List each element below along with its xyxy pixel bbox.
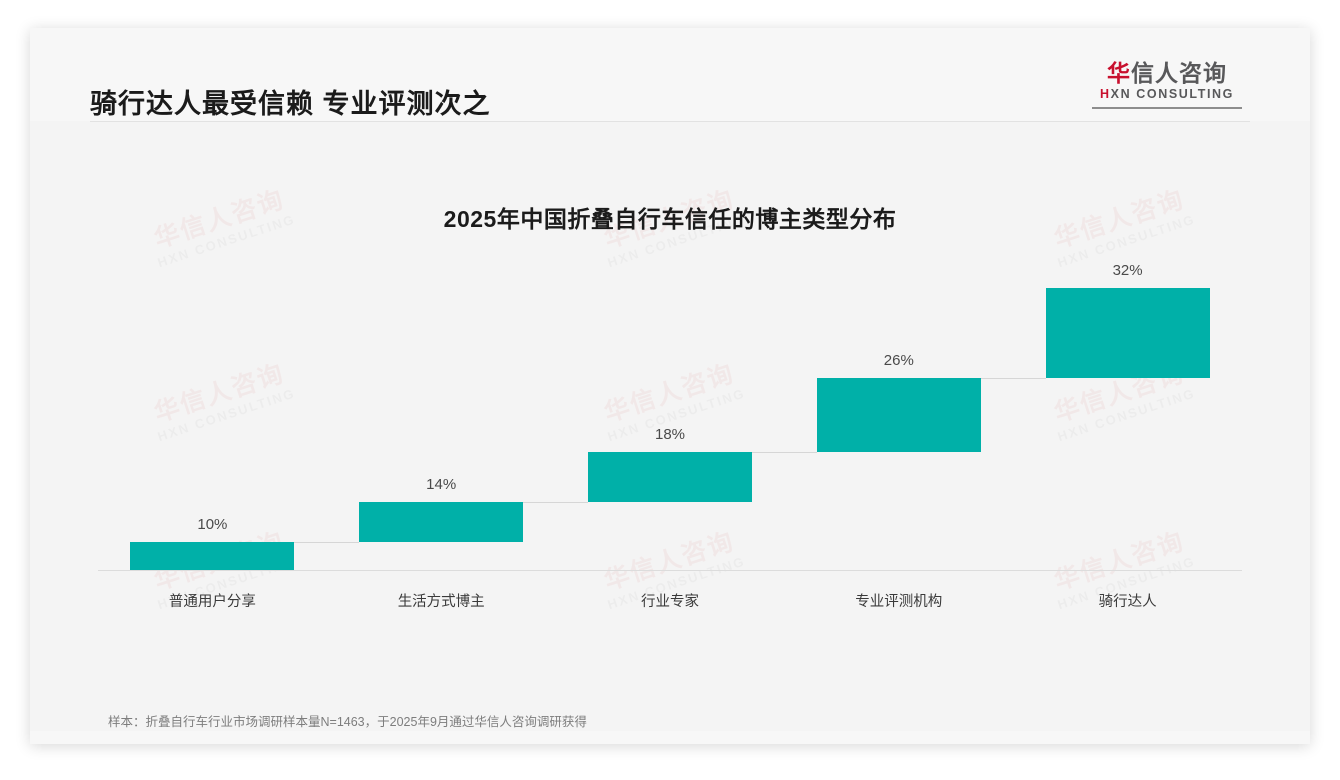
brand-logo-english: HXN CONSULTING — [1092, 86, 1242, 104]
x-axis-label-1: 普通用户分享 — [168, 594, 256, 610]
brand-logo-en-rest: XN CONSULTING — [1110, 87, 1234, 102]
waterfall-connector-1 — [294, 542, 359, 543]
bar-value-label-3: 18% — [654, 426, 686, 443]
bar-1[interactable] — [130, 542, 294, 570]
brand-logo: 华信人咨询 HXN CONSULTING — [1092, 60, 1242, 109]
bar-value-label-5: 32% — [1112, 262, 1143, 279]
slide-canvas: 骑行达人最受信赖 专业评测次之 华信人咨询 HXN CONSULTING 华信人… — [30, 28, 1310, 744]
slide-footer: ©2025.11 HXR华信人咨询 www.hxrcon.com — [30, 731, 1310, 744]
chart-footnote: 样本：折叠自行车行业市场调研样本量N=1463，于2025年9月通过华信人咨询调… — [108, 715, 587, 729]
brand-logo-rest: 信人咨询 — [1131, 60, 1227, 86]
bar-3[interactable] — [588, 452, 752, 502]
bar-4[interactable] — [817, 378, 981, 452]
x-axis-label-5: 骑行达人 — [1098, 594, 1157, 610]
bar-5[interactable] — [1046, 288, 1210, 378]
chart-plot-area: 10% 普通用户分享 14% 生活方式博主 18% 行业专家 26% 专业评测机构 32% 骑行达… — [30, 28, 1310, 744]
bar-value-label-2: 14% — [426, 476, 457, 493]
bar-value-label-4: 26% — [883, 352, 914, 369]
bar-value-label-1: 10% — [197, 516, 228, 533]
brand-logo-underline — [1092, 106, 1242, 109]
header-divider — [90, 121, 1250, 122]
waterfall-connector-4 — [981, 378, 1046, 379]
x-axis-label-2: 生活方式博主 — [397, 594, 485, 610]
page-title: 骑行达人最受信赖 专业评测次之 — [90, 89, 491, 119]
x-axis-line — [98, 570, 1242, 571]
waterfall-connector-3 — [752, 452, 817, 453]
waterfall-connector-2 — [523, 502, 588, 503]
slide-header — [30, 28, 1310, 121]
x-axis-label-4: 专业评测机构 — [855, 594, 943, 610]
x-axis-label-3: 行业专家 — [641, 594, 699, 610]
brand-logo-accent-char: 华 — [1107, 60, 1131, 86]
brand-logo-chinese: 华信人咨询 — [1092, 60, 1242, 86]
chart-title: 2025年中国折叠自行车信任的博主类型分布 — [443, 206, 897, 232]
brand-logo-en-accent: H — [1100, 87, 1111, 102]
bar-2[interactable] — [359, 502, 523, 542]
